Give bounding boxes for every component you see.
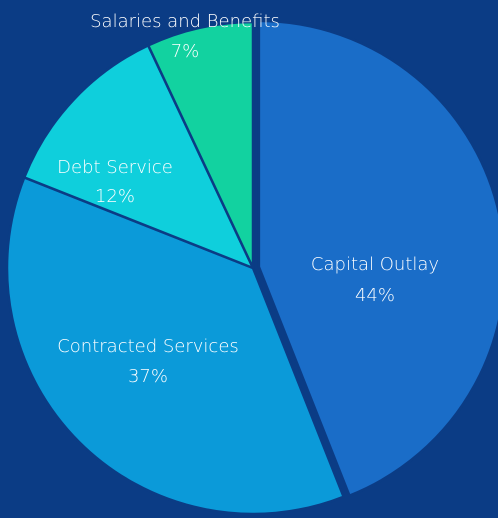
slice-value-label: 37% xyxy=(128,366,168,387)
slice-label: Debt Service xyxy=(57,157,173,178)
slice-value-label: 12% xyxy=(95,186,135,207)
pie-slice xyxy=(146,20,255,269)
pie-slice xyxy=(5,175,346,516)
slice-value-label: 7% xyxy=(171,41,200,62)
slice-value-label: 44% xyxy=(355,285,395,306)
slice-label: Contracted Services xyxy=(57,336,239,357)
slice-label: Salaries and Benefits xyxy=(90,11,280,32)
pie-slice xyxy=(257,19,498,498)
pie-slice xyxy=(22,43,256,271)
slice-label: Capital Outlay xyxy=(311,254,439,275)
